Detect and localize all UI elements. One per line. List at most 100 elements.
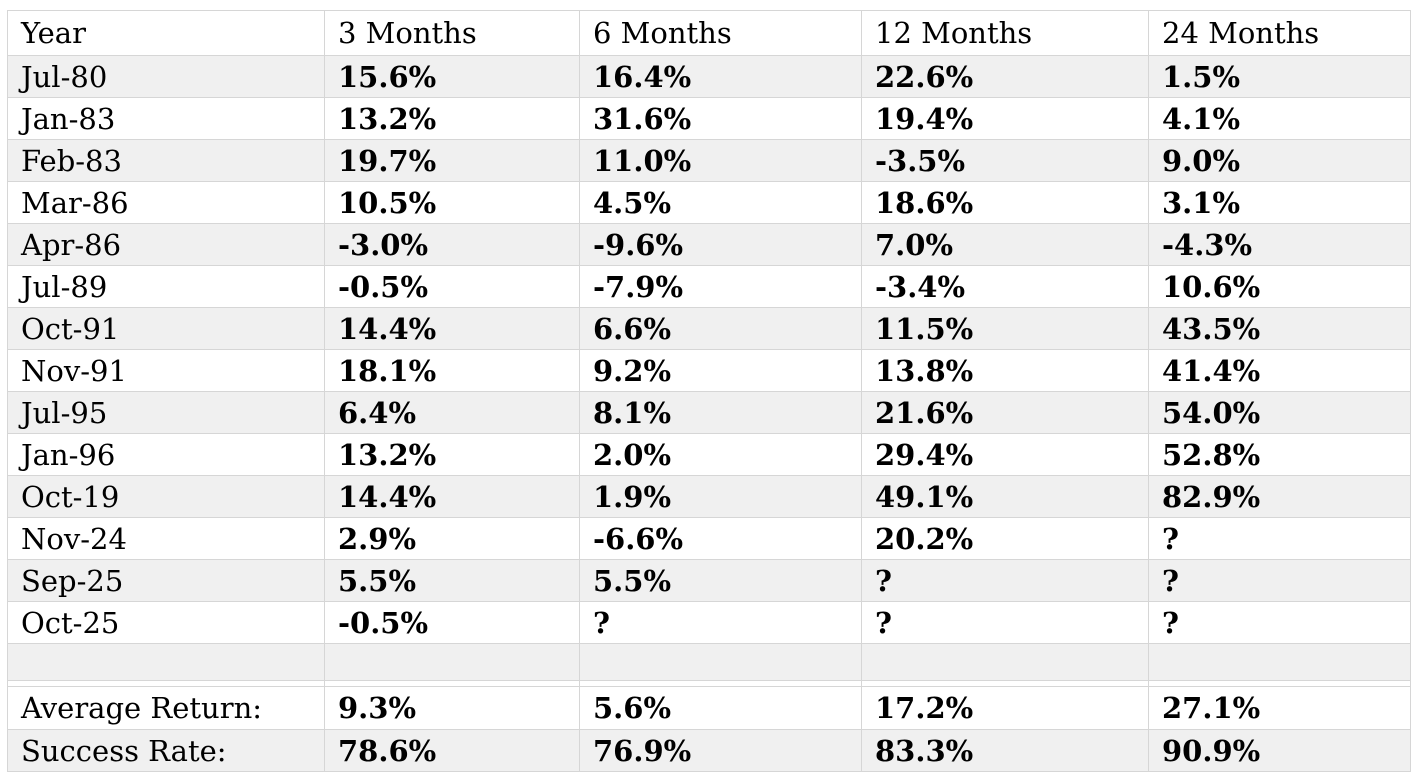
value-cell: 78.6% [324,729,580,772]
value-cell: 6.6% [579,307,862,350]
value-cell: 10.6% [1148,265,1411,308]
returns-table: Year 3 Months 6 Months 12 Months 24 Mont… [7,10,1411,772]
value-cell: ? [1148,559,1411,602]
table-row: Jan-83 13.2% 31.6% 19.4% 4.1% [7,97,1411,140]
value-cell: -0.5% [324,265,580,308]
value-cell: 49.1% [861,475,1149,518]
value-cell: -9.6% [579,223,862,266]
value-cell: 43.5% [1148,307,1411,350]
value-cell: 27.1% [1148,686,1411,730]
value-cell: 1.5% [1148,55,1411,98]
header-row: Year 3 Months 6 Months 12 Months 24 Mont… [7,10,1411,56]
year-cell: Jan-83 [7,97,325,140]
year-cell: Oct-19 [7,475,325,518]
value-cell: -0.5% [324,601,580,644]
value-cell: -4.3% [1148,223,1411,266]
year-cell: Jul-95 [7,391,325,434]
value-cell: 9.2% [579,349,862,392]
column-header-24-months: 24 Months [1148,10,1411,56]
table-row: Oct-19 14.4% 1.9% 49.1% 82.9% [7,475,1411,518]
value-cell: ? [861,559,1149,602]
value-cell: 5.6% [579,686,862,730]
value-cell: -3.4% [861,265,1149,308]
year-cell: Mar-86 [7,181,325,224]
column-header-3-months: 3 Months [324,10,580,56]
value-cell: 21.6% [861,391,1149,434]
value-cell: 31.6% [579,97,862,140]
average-return-row: Average Return: 9.3% 5.6% 17.2% 27.1% [7,686,1411,730]
value-cell: ? [1148,517,1411,560]
value-cell: 15.6% [324,55,580,98]
year-cell: Jul-80 [7,55,325,98]
value-cell: 76.9% [579,729,862,772]
year-cell: Oct-91 [7,307,325,350]
value-cell: 18.1% [324,349,580,392]
year-cell: Nov-91 [7,349,325,392]
value-cell: 2.0% [579,433,862,476]
table-row: Jan-96 13.2% 2.0% 29.4% 52.8% [7,433,1411,476]
value-cell: 5.5% [579,559,862,602]
average-return-label: Average Return: [7,686,325,730]
value-cell: 83.3% [861,729,1149,772]
value-cell: 11.0% [579,139,862,182]
value-cell: 13.2% [324,97,580,140]
column-header-12-months: 12 Months [861,10,1149,56]
value-cell: 18.6% [861,181,1149,224]
value-cell: 52.8% [1148,433,1411,476]
value-cell: 16.4% [579,55,862,98]
value-cell: ? [579,601,862,644]
year-cell: Jul-89 [7,265,325,308]
year-cell: Jan-96 [7,433,325,476]
value-cell: -6.6% [579,517,862,560]
table-row: Feb-83 19.7% 11.0% -3.5% 9.0% [7,139,1411,182]
value-cell: 8.1% [579,391,862,434]
value-cell: 1.9% [579,475,862,518]
value-cell: 22.6% [861,55,1149,98]
year-cell: Feb-83 [7,139,325,182]
table-row: Jul-95 6.4% 8.1% 21.6% 54.0% [7,391,1411,434]
value-cell: -3.5% [861,139,1149,182]
value-cell: 54.0% [1148,391,1411,434]
success-rate-row: Success Rate: 78.6% 76.9% 83.3% 90.9% [7,729,1411,772]
value-cell: 4.5% [579,181,862,224]
value-cell: ? [1148,601,1411,644]
value-cell: 7.0% [861,223,1149,266]
returns-table-container: Year 3 Months 6 Months 12 Months 24 Mont… [7,10,1411,772]
year-cell: Oct-25 [7,601,325,644]
value-cell: 19.4% [861,97,1149,140]
value-cell: 29.4% [861,433,1149,476]
value-cell: 20.2% [861,517,1149,560]
table-row: Apr-86 -3.0% -9.6% 7.0% -4.3% [7,223,1411,266]
value-cell: 3.1% [1148,181,1411,224]
table-row: Nov-91 18.1% 9.2% 13.8% 41.4% [7,349,1411,392]
value-cell: -3.0% [324,223,580,266]
value-cell: 11.5% [861,307,1149,350]
table-row: Jul-80 15.6% 16.4% 22.6% 1.5% [7,55,1411,98]
table-row: Mar-86 10.5% 4.5% 18.6% 3.1% [7,181,1411,224]
value-cell: ? [861,601,1149,644]
success-rate-label: Success Rate: [7,729,325,772]
value-cell: -7.9% [579,265,862,308]
year-cell: Nov-24 [7,517,325,560]
value-cell: 19.7% [324,139,580,182]
value-cell: 90.9% [1148,729,1411,772]
table-row: Jul-89 -0.5% -7.9% -3.4% 10.6% [7,265,1411,308]
table-row: Sep-25 5.5% 5.5% ? ? [7,559,1411,602]
table-row: Oct-91 14.4% 6.6% 11.5% 43.5% [7,307,1411,350]
value-cell: 9.3% [324,686,580,730]
year-cell: Sep-25 [7,559,325,602]
value-cell: 5.5% [324,559,580,602]
value-cell: 13.2% [324,433,580,476]
year-cell: Apr-86 [7,223,325,266]
value-cell: 10.5% [324,181,580,224]
value-cell: 4.1% [1148,97,1411,140]
value-cell: 9.0% [1148,139,1411,182]
table-row: Oct-25 -0.5% ? ? ? [7,601,1411,644]
value-cell: 41.4% [1148,349,1411,392]
value-cell: 2.9% [324,517,580,560]
value-cell: 14.4% [324,475,580,518]
value-cell: 82.9% [1148,475,1411,518]
table-row: Nov-24 2.9% -6.6% 20.2% ? [7,517,1411,560]
value-cell: 14.4% [324,307,580,350]
